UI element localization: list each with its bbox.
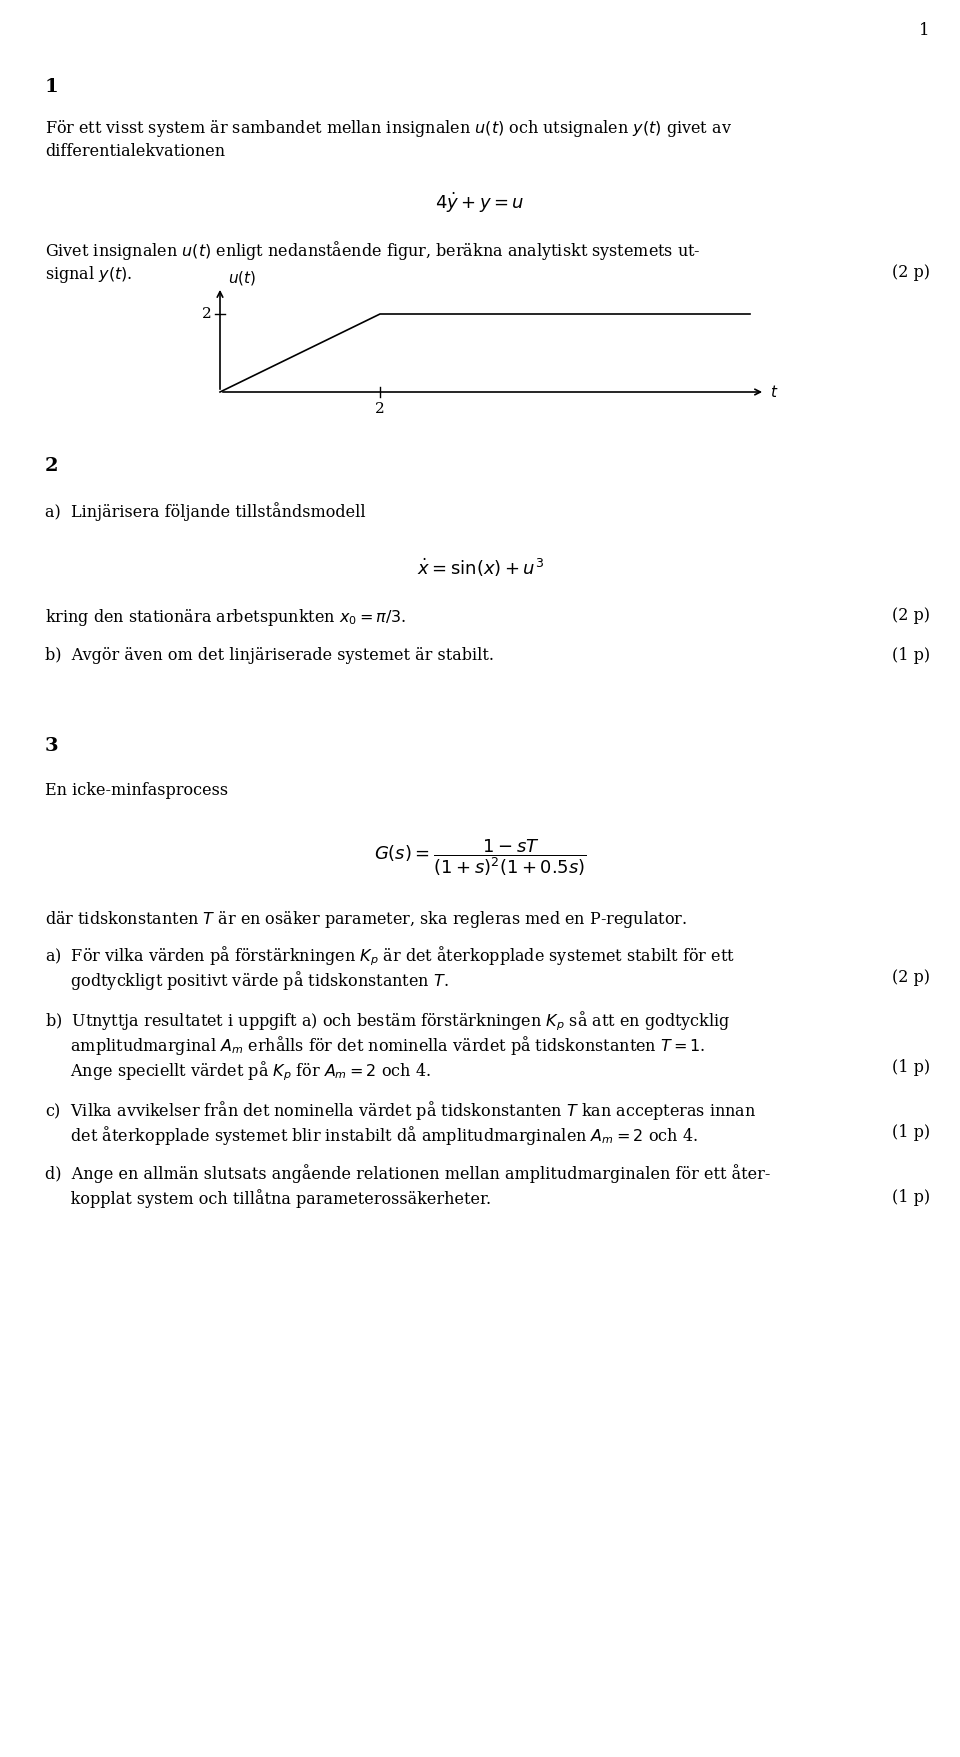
Text: $\dot{x} = \sin(x) + u^3$: $\dot{x} = \sin(x) + u^3$ [417,557,543,580]
Text: 2: 2 [203,307,212,322]
Text: kring den stationära arbetspunkten $x_0 = \pi/3$.: kring den stationära arbetspunkten $x_0 … [45,606,407,627]
Text: a)  För vilka värden på förstärkningen $K_p$ är det återkopplade systemet stabil: a) För vilka värden på förstärkningen $K… [45,944,735,968]
Text: (1 p): (1 p) [892,647,930,664]
Text: (2 p): (2 p) [892,606,930,624]
Text: Givet insignalen $u(t)$ enligt nedanstående figur, beräkna analytiskt systemets : Givet insignalen $u(t)$ enligt nedanståe… [45,239,701,262]
Text: $4\dot{y} + y = u$: $4\dot{y} + y = u$ [435,192,525,216]
Text: b)  Avgör även om det linjäriserade systemet är stabilt.: b) Avgör även om det linjäriserade syste… [45,647,494,664]
Text: differentialekvationen: differentialekvationen [45,142,226,160]
Text: 2: 2 [375,402,385,416]
Text: amplitudmarginal $A_m$ erhålls för det nominella värdet på tidskonstanten $T = 1: amplitudmarginal $A_m$ erhålls för det n… [45,1035,706,1058]
Text: där tidskonstanten $T$ är en osäker parameter, ska regleras med en P-regulator.: där tidskonstanten $T$ är en osäker para… [45,908,687,929]
Text: För ett visst system är sambandet mellan insignalen $u(t)$ och utsignalen $y(t)$: För ett visst system är sambandet mellan… [45,118,732,139]
Text: c)  Vilka avvikelser från det nominella värdet på tidskonstanten $T$ kan accepte: c) Vilka avvikelser från det nominella v… [45,1098,756,1123]
Text: $t$: $t$ [770,385,779,401]
Text: 2: 2 [45,457,59,474]
Text: (1 p): (1 p) [892,1059,930,1075]
Text: $G(s) = \dfrac{1 - sT}{(1 + s)^2(1 + 0.5s)}$: $G(s) = \dfrac{1 - sT}{(1 + s)^2(1 + 0.5… [373,836,587,878]
Text: 3: 3 [45,736,59,756]
Text: godtyckligt positivt värde på tidskonstanten $T$.: godtyckligt positivt värde på tidskonsta… [45,970,448,993]
Text: det återkopplade systemet blir instabilt då amplitudmarginalen $A_m = 2$ och 4.: det återkopplade systemet blir instabilt… [45,1124,698,1147]
Text: (1 p): (1 p) [892,1124,930,1140]
Text: b)  Utnyttja resultatet i uppgift a) och bestäm förstärkningen $K_p$ så att en g: b) Utnyttja resultatet i uppgift a) och … [45,1009,731,1033]
Text: d)  Ange en allmän slutsats angående relationen mellan amplitudmarginalen för et: d) Ange en allmän slutsats angående rela… [45,1163,770,1182]
Text: (2 p): (2 p) [892,970,930,986]
Text: (2 p): (2 p) [892,264,930,281]
Text: En icke-minfasprocess: En icke-minfasprocess [45,782,228,799]
Text: a)  Linjärisera följande tillståndsmodell: a) Linjärisera följande tillståndsmodell [45,503,366,520]
Text: Ange speciellt värdet på $K_p$ för $A_m = 2$ och 4.: Ange speciellt värdet på $K_p$ för $A_m … [45,1059,431,1082]
Text: kopplat system och tillåtna parameterossäkerheter.: kopplat system och tillåtna parameteross… [45,1189,492,1207]
Text: 1: 1 [920,23,930,39]
Text: (1 p): (1 p) [892,1189,930,1205]
Text: signal $y(t)$.: signal $y(t)$. [45,264,132,285]
Text: $u(t)$: $u(t)$ [228,269,256,286]
Text: 1: 1 [45,77,59,97]
